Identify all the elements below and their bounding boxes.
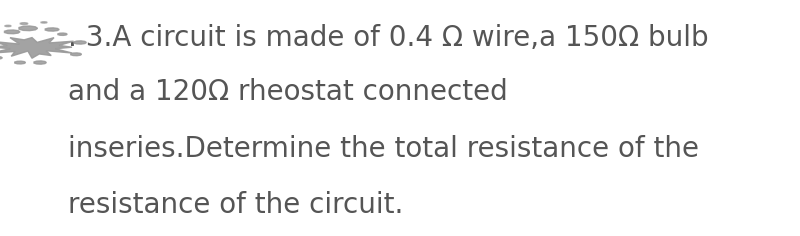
Polygon shape bbox=[74, 41, 86, 44]
Text: resistance of the circuit.: resistance of the circuit. bbox=[68, 191, 403, 219]
Polygon shape bbox=[58, 33, 67, 35]
Polygon shape bbox=[34, 61, 46, 64]
Polygon shape bbox=[46, 28, 59, 31]
Polygon shape bbox=[19, 26, 38, 31]
Polygon shape bbox=[14, 61, 26, 64]
Polygon shape bbox=[5, 30, 20, 34]
Polygon shape bbox=[5, 25, 11, 27]
Text: and a 120Ω rheostat connected: and a 120Ω rheostat connected bbox=[68, 78, 508, 106]
Polygon shape bbox=[20, 23, 28, 25]
Polygon shape bbox=[70, 53, 82, 56]
Polygon shape bbox=[0, 56, 2, 59]
Polygon shape bbox=[0, 38, 74, 58]
Text: . 3.A circuit is made of 0.4 Ω wire,a 150Ω bulb: . 3.A circuit is made of 0.4 Ω wire,a 15… bbox=[68, 24, 709, 52]
Text: inseries.Determine the total resistance of the: inseries.Determine the total resistance … bbox=[68, 135, 699, 163]
Polygon shape bbox=[41, 22, 47, 23]
